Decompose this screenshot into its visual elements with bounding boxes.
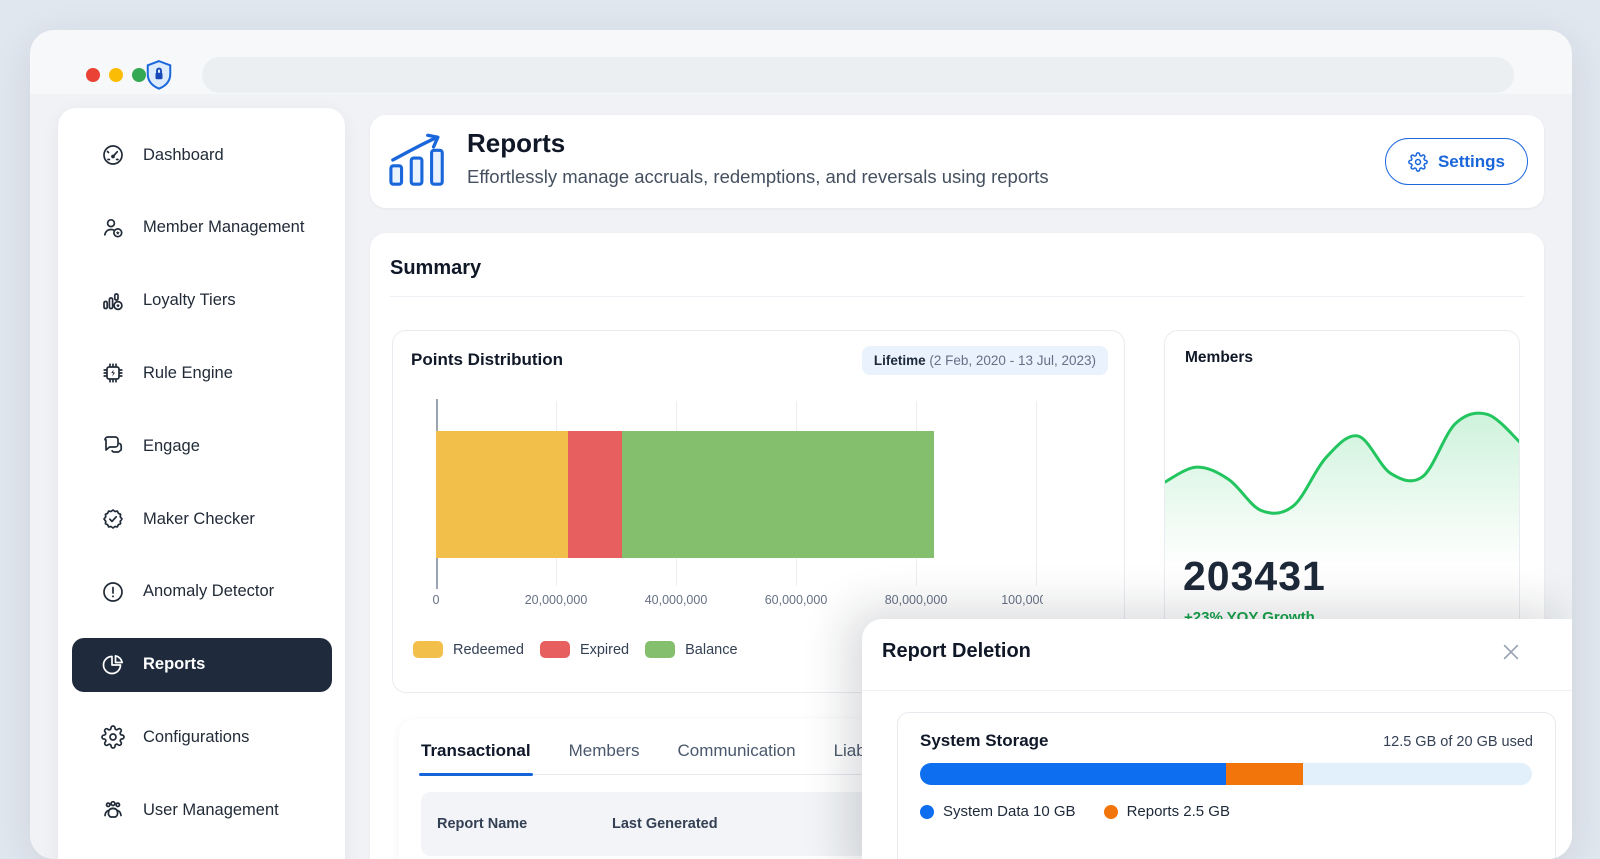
anomaly-detector-icon xyxy=(100,579,126,605)
sidebar-item-label: Member Management xyxy=(143,218,305,237)
tab-transactional[interactable]: Transactional xyxy=(419,741,533,776)
loyalty-tiers-icon xyxy=(100,288,126,314)
column-last-generated: Last Generated xyxy=(612,816,718,832)
summary-title: Summary xyxy=(390,257,482,279)
storage-legend: System Data 10 GB Reports 2.5 GB xyxy=(920,803,1230,820)
rule-engine-icon xyxy=(100,360,126,386)
period-badge-bold: Lifetime xyxy=(873,353,926,368)
sidebar-item-label: Reports xyxy=(143,655,206,674)
bar-segment-redeemed xyxy=(436,431,568,558)
modal-title: Report Deletion xyxy=(882,640,1031,662)
x-axis-tick: 40,000,000 xyxy=(644,593,708,607)
storage-used-label: 12.5 GB of 20 GB used xyxy=(1383,734,1533,750)
sidebar-item-user-management[interactable]: User Management xyxy=(72,783,332,837)
member-management-icon xyxy=(100,215,126,241)
sidebar-item-label: Anomaly Detector xyxy=(143,582,275,601)
page-title: Reports xyxy=(467,128,566,158)
legend-label: Expired xyxy=(579,641,630,658)
maker-checker-icon xyxy=(100,506,126,532)
system-storage-title: System Storage xyxy=(920,731,1049,750)
points-distribution-card: Points Distribution Lifetime (2 Feb, 202… xyxy=(392,330,1125,693)
x-axis-tick: 80,000,000 xyxy=(884,593,948,607)
sidebar-item-label: Maker Checker xyxy=(143,509,255,528)
close-icon[interactable] xyxy=(1500,641,1524,665)
modal-divider xyxy=(862,690,1572,691)
settings-button-label: Settings xyxy=(1437,151,1505,171)
column-report-name: Report Name xyxy=(437,816,528,832)
period-badge-range: (2 Feb, 2020 - 13 Jul, 2023) xyxy=(925,353,1096,368)
legend-dot xyxy=(920,804,934,819)
gear-icon xyxy=(1408,151,1428,172)
points-legend: Redeemed Expired Balance xyxy=(413,641,738,658)
browser-window: Dashboard Member Management Loyalty Tiers R… xyxy=(30,30,1572,859)
legend-dot xyxy=(1103,804,1118,819)
sidebar-item-engage[interactable]: Engage xyxy=(72,419,332,473)
legend-label: Redeemed xyxy=(453,641,524,658)
sidebar-item-anomaly-detector[interactable]: Anomaly Detector xyxy=(72,565,332,619)
shield-lock-icon xyxy=(144,59,174,97)
legend-item-balance: Balance xyxy=(645,641,738,658)
sidebar-item-member-management[interactable]: Member Management xyxy=(72,201,332,255)
members-title: Members xyxy=(1185,349,1254,366)
tab-communication[interactable]: Communication xyxy=(677,741,796,760)
sidebar-item-label: Configurations xyxy=(143,727,250,746)
system-storage-card: System Storage 12.5 GB of 20 GB used Sys… xyxy=(897,712,1556,859)
tab-members[interactable]: Members xyxy=(568,741,640,760)
report-deletion-modal: Report Deletion System Storage 12.5 GB o… xyxy=(862,619,1572,859)
gridline xyxy=(1036,401,1037,586)
storage-legend-label: Reports 2.5 GB xyxy=(1126,803,1230,820)
legend-swatch xyxy=(539,641,570,658)
legend-item-expired: Expired xyxy=(539,641,630,658)
traffic-light-close[interactable] xyxy=(86,68,100,82)
sidebar-item-dashboard[interactable]: Dashboard xyxy=(72,128,332,182)
sidebar-item-label: Rule Engine xyxy=(143,363,233,382)
legend-item-redeemed: Redeemed xyxy=(413,641,524,658)
sidebar-item-configurations[interactable]: Configurations xyxy=(72,710,332,764)
address-bar[interactable] xyxy=(202,57,1514,93)
page-header-card: Reports Effortlessly manage accruals, re… xyxy=(370,115,1544,208)
page-subtitle: Effortlessly manage accruals, redemption… xyxy=(467,166,1049,187)
settings-button[interactable]: Settings xyxy=(1384,138,1528,185)
sidebar-item-loyalty-tiers[interactable]: Loyalty Tiers xyxy=(72,274,332,328)
user-management-icon xyxy=(100,797,126,823)
points-distribution-title: Points Distribution xyxy=(411,350,564,369)
sidebar-item-label: Engage xyxy=(143,436,200,455)
legend-label: Balance xyxy=(685,641,738,658)
engage-icon xyxy=(100,433,126,459)
legend-swatch xyxy=(413,641,443,658)
sidebar-item-label: Loyalty Tiers xyxy=(143,291,236,310)
legend-swatch xyxy=(645,641,676,658)
sidebar-item-maker-checker[interactable]: Maker Checker xyxy=(72,492,332,546)
points-x-axis-ticks: 0 20,000,000 40,000,000 60,000,000 80,000,00… xyxy=(393,593,1043,613)
x-axis-tick: 20,000,000 xyxy=(524,593,588,607)
members-trend-chart xyxy=(1165,411,1519,567)
reports-header-icon xyxy=(388,130,450,192)
sidebar: Dashboard Member Management Loyalty Tiers R… xyxy=(58,108,345,859)
x-axis-tick: 0 xyxy=(432,593,440,607)
traffic-light-zoom[interactable] xyxy=(132,68,146,82)
storage-segment-reports xyxy=(1226,763,1303,785)
members-count: 203431 xyxy=(1183,553,1326,599)
reports-icon xyxy=(100,652,126,678)
sidebar-item-label: User Management xyxy=(143,800,279,819)
configurations-icon xyxy=(100,724,126,750)
sidebar-item-reports[interactable]: Reports xyxy=(72,637,332,692)
x-axis-tick: 100,000,000 xyxy=(1001,593,1043,607)
bar-segment-balance xyxy=(622,431,934,558)
storage-legend-label: System Data 10 GB xyxy=(943,803,1076,820)
storage-segment-system-data xyxy=(920,763,1226,785)
bar-segment-expired xyxy=(568,431,622,558)
summary-divider xyxy=(390,296,1524,297)
storage-legend-item-reports: Reports 2.5 GB xyxy=(1103,803,1230,820)
traffic-light-minimize[interactable] xyxy=(109,68,123,82)
sidebar-item-label: Dashboard xyxy=(143,145,224,164)
sidebar-item-rule-engine[interactable]: Rule Engine xyxy=(72,346,332,400)
x-axis-tick: 60,000,000 xyxy=(764,593,828,607)
dashboard-icon xyxy=(100,142,126,168)
storage-progress-bar xyxy=(920,763,1532,785)
storage-legend-item-system-data: System Data 10 GB xyxy=(920,803,1076,820)
period-badge: Lifetime (2 Feb, 2020 - 13 Jul, 2023) xyxy=(861,346,1108,375)
